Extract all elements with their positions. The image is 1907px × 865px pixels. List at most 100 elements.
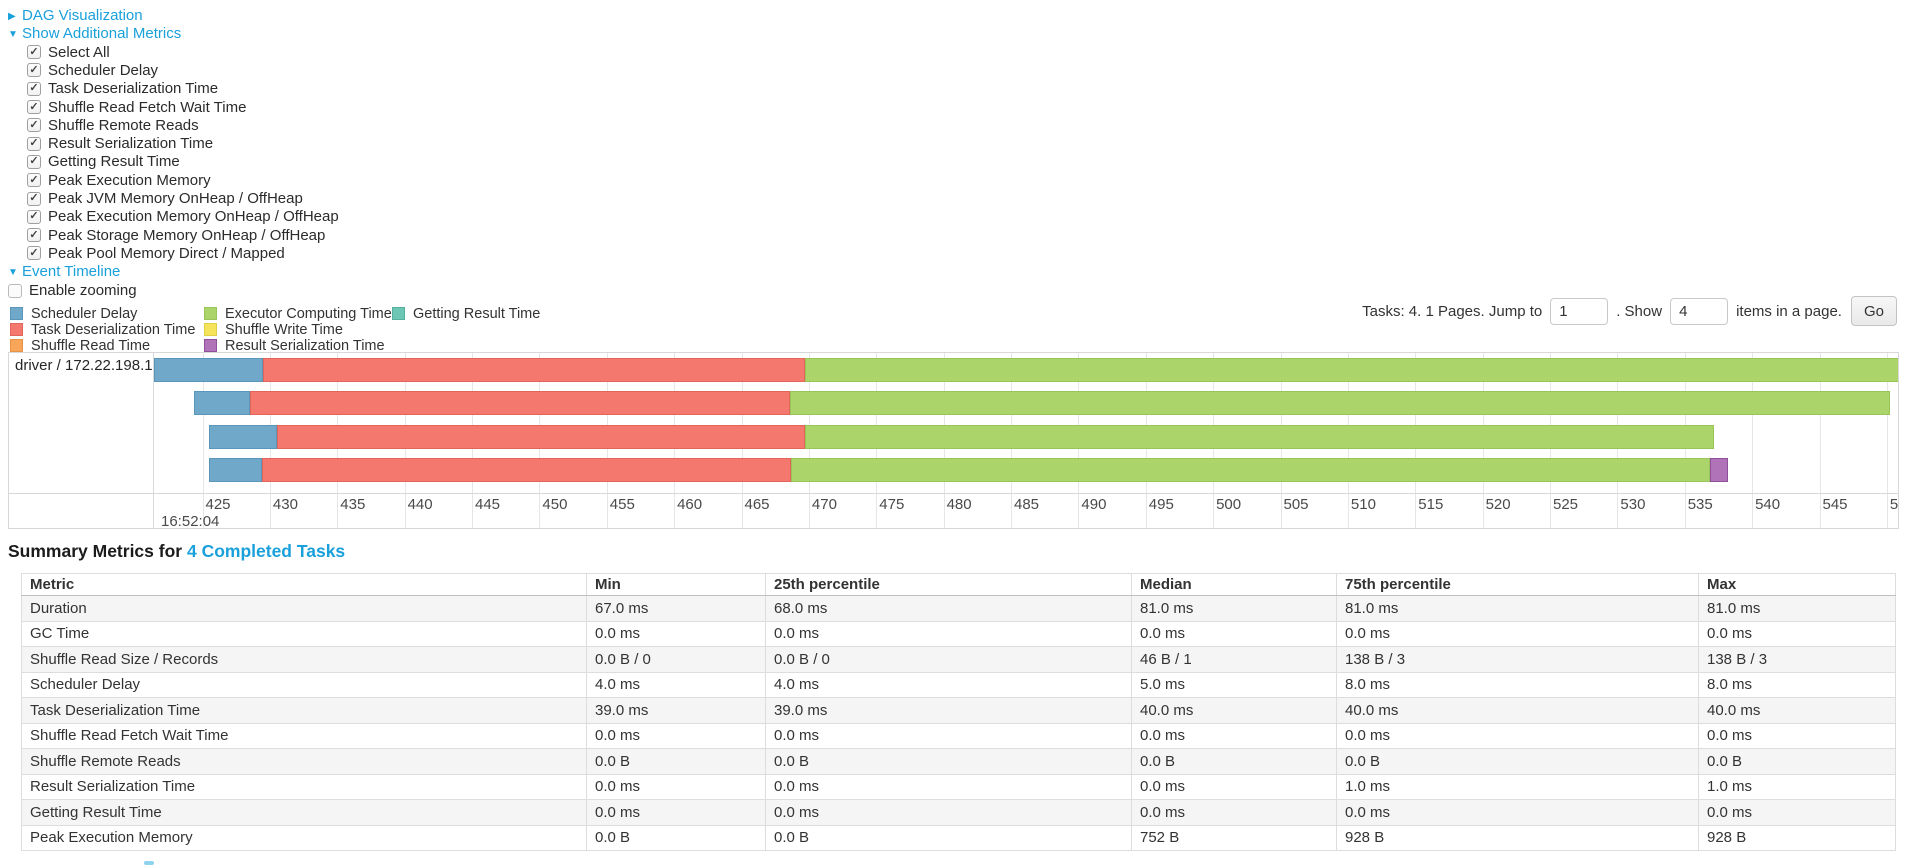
legend-swatch-icon	[10, 323, 23, 336]
pagination-prefix-text: Tasks: 4. 1 Pages. Jump to	[1362, 302, 1543, 320]
checkbox-icon[interactable]: ✓	[27, 246, 41, 261]
checkbox-label: Shuffle Read Fetch Wait Time	[48, 98, 247, 116]
table-row: Shuffle Read Fetch Wait Time 0.0 ms 0.0 ms…	[21, 722, 1896, 749]
axis-tick-label: 495	[1148, 496, 1174, 513]
axis-time-label: 16:52:04	[161, 513, 220, 529]
jump-to-page-input[interactable]	[1550, 297, 1609, 325]
timeline-axis-separator	[9, 493, 1898, 494]
timeline-label-divider	[153, 353, 154, 528]
dag-visualization-row: ▶ DAG Visualization	[8, 7, 339, 25]
completed-tasks-link[interactable]: 4 Completed Tasks	[186, 541, 346, 561]
scheduler-delay-segment	[209, 425, 277, 449]
checkbox-icon[interactable]: ✓	[27, 209, 41, 224]
dag-visualization-toggle[interactable]: DAG Visualization	[22, 7, 143, 24]
timeline-axis: 425 430 435 440 445 450 455 460 465 470 475 480 485 4…	[154, 494, 1899, 529]
enable-zooming-checkbox[interactable]	[8, 283, 22, 298]
checkbox-icon[interactable]: ✓	[27, 228, 41, 243]
metric-value-cell: 46 B / 1	[1131, 646, 1337, 673]
axis-tick-label: 525	[1553, 496, 1579, 513]
legend-swatch-icon	[392, 307, 405, 320]
metric-value-cell: 8.0 ms	[1336, 671, 1699, 698]
metric-value-cell: 0.0 ms	[765, 620, 1132, 647]
metric-checkbox-row: ✓ Task Deserialization Time	[8, 80, 339, 98]
axis-tick-label: 450	[542, 496, 568, 513]
metric-name-cell: Shuffle Read Size / Records	[21, 646, 587, 673]
expanded-arrow-icon: ▼	[8, 29, 18, 40]
go-button[interactable]: Go	[1850, 296, 1897, 326]
pagination-mid-text: . Show	[1616, 302, 1663, 320]
axis-tick-label: 470	[811, 496, 837, 513]
checkbox-label: Result Serialization Time	[48, 135, 214, 153]
table-row: Getting Result Time 0.0 ms 0.0 ms 0.0 ms 0.0…	[21, 799, 1896, 826]
legend-label: Scheduler Delay	[31, 305, 138, 322]
metric-value-cell: 0.0 B / 0	[586, 646, 766, 673]
metric-checkbox-row: ✓ Peak Execution Memory	[8, 171, 339, 189]
checkbox-label: Select All	[48, 43, 110, 61]
timeline-gridline	[202, 353, 204, 528]
summary-metrics-title: Summary Metrics for 4 Completed Tasks	[8, 541, 345, 562]
metric-value-cell: 138 B / 3	[1336, 646, 1699, 673]
checkbox-label: Task Deserialization Time	[48, 80, 219, 98]
legend-item: Shuffle Read Time	[10, 338, 150, 354]
task-deserialization-time-segment	[263, 358, 805, 382]
items-per-page-input[interactable]	[1670, 297, 1729, 325]
metric-value-cell: 5.0 ms	[1131, 671, 1337, 698]
metric-value-cell: 1.0 ms	[1336, 773, 1699, 800]
metric-checkbox-row: ✓ Getting Result Time	[8, 153, 339, 171]
column-header: 25th percentile	[765, 573, 1132, 596]
scheduler-delay-segment	[209, 458, 262, 482]
result-serialization-time-segment	[1710, 458, 1728, 482]
table-row: Shuffle Read Size / Records 0.0 B / 0 0.0 …	[21, 646, 1896, 673]
checkbox-icon[interactable]: ✓	[27, 45, 41, 60]
metric-value-cell: 0.0 ms	[1131, 620, 1337, 647]
metric-value-cell: 0.0 ms	[765, 722, 1132, 749]
axis-tick-label: 535	[1687, 496, 1713, 513]
checkbox-label: Peak JVM Memory OnHeap / OffHeap	[48, 190, 303, 208]
event-timeline-toggle[interactable]: Event Timeline	[22, 262, 121, 280]
checkbox-icon[interactable]: ✓	[27, 154, 41, 169]
axis-tick-label: 430	[272, 496, 298, 513]
checkbox-icon[interactable]: ✓	[27, 100, 41, 115]
checkbox-icon[interactable]: ✓	[27, 136, 41, 151]
metric-value-cell: 0.0 B	[1131, 748, 1337, 775]
axis-tick-label: 460	[677, 496, 703, 513]
metric-value-cell: 8.0 ms	[1698, 671, 1896, 698]
metric-value-cell: 0.0 ms	[1336, 620, 1699, 647]
axis-tick-label: 545	[1822, 496, 1848, 513]
metric-checkbox-row: ✓ Result Serialization Time	[8, 134, 339, 152]
metric-name-cell: Result Serialization Time	[21, 773, 587, 800]
axis-tick-label: 480	[946, 496, 972, 513]
checkbox-icon[interactable]: ✓	[27, 191, 41, 206]
checkbox-label: Scheduler Delay	[48, 61, 159, 79]
metric-value-cell: 0.0 B	[586, 824, 766, 851]
metric-checkbox-row: ✓ Peak Execution Memory OnHeap / OffHeap	[8, 208, 339, 226]
show-additional-metrics-row: ▼ Show Additional Metrics	[8, 25, 339, 43]
metric-value-cell: 0.0 B	[586, 748, 766, 775]
metric-value-cell: 0.0 ms	[1336, 799, 1699, 826]
axis-tick-label: 485	[1014, 496, 1040, 513]
metric-value-cell: 928 B	[1336, 824, 1699, 851]
axis-tick-label: 550	[1889, 496, 1899, 513]
task-deserialization-time-segment	[261, 458, 792, 482]
checkbox-icon[interactable]: ✓	[27, 81, 41, 96]
metric-checkbox-row: ✓ Scheduler Delay	[8, 61, 339, 79]
summary-title-prefix: Summary Metrics for	[8, 541, 183, 561]
axis-tick-label: 520	[1485, 496, 1511, 513]
axis-tick-label: 475	[879, 496, 905, 513]
metric-name-cell: Scheduler Delay	[21, 671, 587, 698]
checkbox-icon[interactable]: ✓	[27, 63, 41, 78]
timeline-legend: Scheduler Delay Task Deserialization Time…	[10, 306, 630, 358]
metric-value-cell: 0.0 ms	[765, 773, 1132, 800]
metric-value-cell: 0.0 ms	[1336, 722, 1699, 749]
metric-value-cell: 752 B	[1131, 824, 1337, 851]
legend-item: Result Serialization Time	[204, 338, 385, 354]
table-row: Duration 67.0 ms 68.0 ms 81.0 ms 81.0 ms 81.0…	[21, 595, 1896, 622]
task-deserialization-time-segment	[276, 425, 805, 449]
legend-swatch-icon	[10, 307, 23, 320]
show-additional-metrics-toggle[interactable]: Show Additional Metrics	[22, 25, 182, 42]
table-row: GC Time 0.0 ms 0.0 ms 0.0 ms 0.0 ms 0.0 ms	[21, 620, 1896, 647]
axis-tick-label: 455	[609, 496, 635, 513]
checkbox-icon[interactable]: ✓	[27, 118, 41, 133]
checkbox-icon[interactable]: ✓	[27, 173, 41, 188]
metric-value-cell: 0.0 B / 0	[765, 646, 1132, 673]
